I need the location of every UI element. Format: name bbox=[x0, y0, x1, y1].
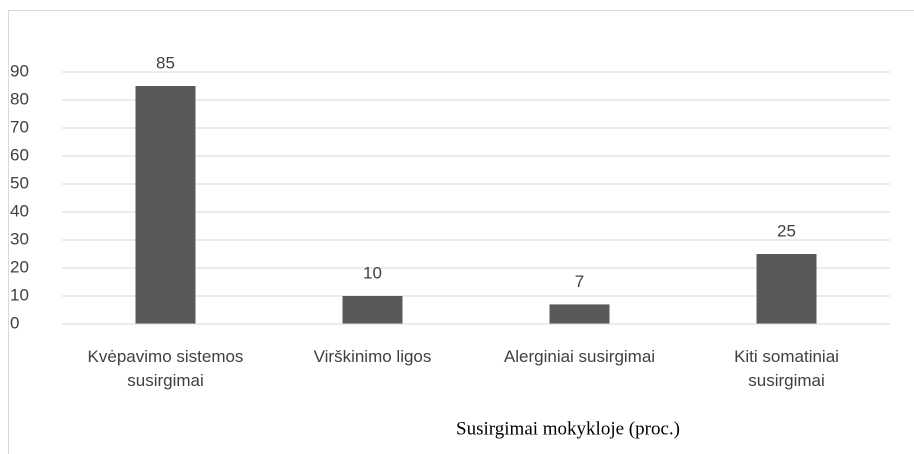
x-axis-label: Susirgimai mokykloje (proc.) bbox=[456, 418, 680, 439]
y-tick-label: 60 bbox=[10, 145, 29, 164]
y-tick-label: 20 bbox=[10, 257, 29, 276]
chart-frame bbox=[8, 10, 914, 454]
bar bbox=[756, 254, 817, 324]
x-tick-label: Kvėpavimo sistemos susirgimai bbox=[88, 347, 244, 390]
y-tick-label: 10 bbox=[10, 285, 29, 304]
x-tick-label: Alerginiai susirgimai bbox=[504, 347, 655, 366]
y-tick-label: 50 bbox=[10, 173, 29, 192]
data-label: 85 bbox=[156, 53, 175, 72]
data-label: 7 bbox=[575, 272, 584, 291]
bar bbox=[342, 296, 403, 324]
x-tick-label: Kiti somatiniai susirgimai bbox=[734, 347, 839, 390]
y-tick-label: 70 bbox=[10, 117, 29, 136]
data-label: 25 bbox=[777, 221, 796, 240]
bar bbox=[549, 304, 610, 324]
bar bbox=[135, 86, 196, 324]
y-tick-label: 0 bbox=[10, 313, 19, 332]
y-tick-label: 90 bbox=[10, 61, 29, 80]
x-tick-label: Virškinimo ligos bbox=[314, 347, 432, 366]
y-tick-label: 40 bbox=[10, 201, 29, 220]
y-tick-label: 30 bbox=[10, 229, 29, 248]
y-tick-label: 80 bbox=[10, 89, 29, 108]
data-label: 10 bbox=[363, 263, 382, 282]
